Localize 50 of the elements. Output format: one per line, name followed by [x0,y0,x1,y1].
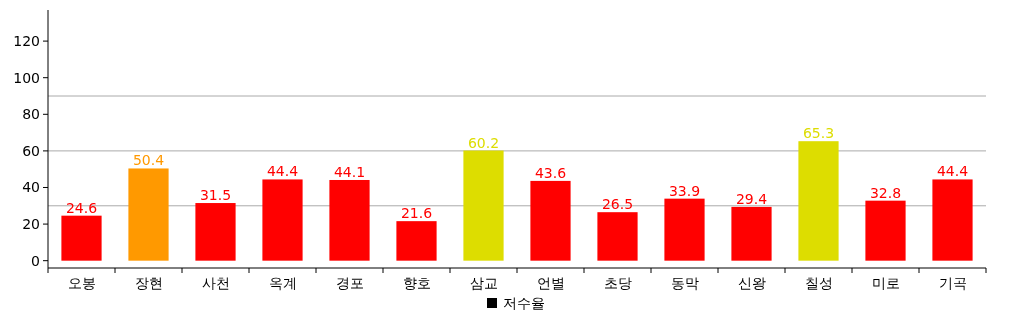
x-tick-label: 옥계 [268,275,297,291]
x-tick-label: 초당 [603,275,632,291]
data-label: 24.6 [65,199,98,216]
bar [128,168,169,261]
bar [597,212,638,261]
bar [195,203,236,261]
y-tick-label: 20 [22,216,40,233]
x-tick-label: 언별 [536,275,565,291]
data-label: 60.2 [467,134,500,151]
bar [664,198,705,261]
bar [463,150,504,261]
data-label: 29.4 [735,190,768,207]
data-label: 31.5 [199,187,232,204]
x-tick-label: 장현 [134,275,163,291]
data-label: 32.8 [869,184,902,201]
data-label: 26.5 [601,196,634,213]
x-tick-label: 향호 [402,275,431,291]
x-tick-label: 경포 [335,275,364,291]
data-label: 21.6 [400,205,433,222]
bar [262,179,303,261]
data-label: 44.4 [936,163,969,180]
bar [731,206,772,261]
bar [798,141,839,261]
y-tick-label: 40 [22,179,40,196]
x-tick-label: 사천 [201,275,230,291]
y-tick-label: 60 [22,142,40,159]
data-label: 43.6 [534,164,567,181]
x-tick-label: 기곡 [938,275,967,291]
bar [329,179,370,261]
x-tick-label: 칠성 [804,275,833,291]
y-tick-label: 80 [22,106,40,123]
x-tick-label: 미로 [871,275,900,291]
x-tick-label: 삼교 [469,275,498,291]
data-label: 65.3 [802,125,835,142]
bar [932,179,973,261]
y-tick-label: 0 [31,252,40,269]
y-tick-label: 120 [13,33,40,50]
data-label: 33.9 [668,182,701,199]
x-tick-label: 신왕 [737,275,766,291]
data-label: 44.4 [266,163,299,180]
data-label: 44.1 [333,163,366,180]
legend: 저수율 [487,295,545,311]
y-tick-label: 100 [13,69,40,86]
bar [530,180,571,261]
bar [396,221,437,261]
x-tick-label: 오봉 [67,275,96,291]
bar [865,200,906,261]
x-tick-label: 동막 [670,275,699,291]
bar [61,215,102,261]
data-label: 50.4 [132,152,165,169]
